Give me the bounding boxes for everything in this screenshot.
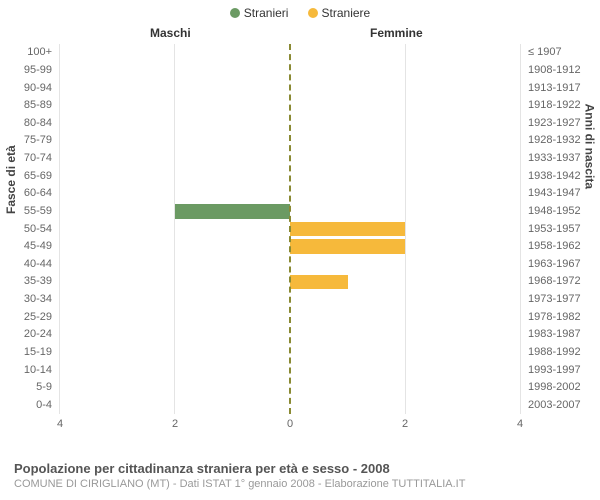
y-right-tick: 1993-1997 xyxy=(524,361,600,379)
x-tick: 2 xyxy=(402,418,408,430)
center-line xyxy=(289,44,291,414)
legend-swatch-male xyxy=(230,8,240,18)
y-right-tick: 2003-2007 xyxy=(524,397,600,415)
y-left-tick: 80-84 xyxy=(0,115,56,133)
y-left-tick: 85-89 xyxy=(0,97,56,115)
y-right-tick: 1948-1952 xyxy=(524,203,600,221)
y-left-tick: 100+ xyxy=(0,44,56,62)
y-right-tick: 1943-1947 xyxy=(524,185,600,203)
y-right-tick: 1983-1987 xyxy=(524,326,600,344)
chart-footer: Popolazione per cittadinanza straniera p… xyxy=(14,461,465,490)
x-tick: 2 xyxy=(172,418,178,430)
legend: Stranieri Straniere xyxy=(0,0,600,26)
y-left-tick: 45-49 xyxy=(0,238,56,256)
y-left-tick: 90-94 xyxy=(0,79,56,97)
x-axis: 4 2 0 2 4 xyxy=(60,418,520,434)
bar-female xyxy=(290,222,405,237)
y-right-tick: 1978-1982 xyxy=(524,308,600,326)
y-right-tick: 1968-1972 xyxy=(524,273,600,291)
y-right-tick: ≤ 1907 xyxy=(524,44,600,62)
x-tick: 4 xyxy=(517,418,523,430)
column-headers: Maschi Femmine xyxy=(0,26,600,44)
y-left-tick: 30-34 xyxy=(0,291,56,309)
y-left-tick: 50-54 xyxy=(0,220,56,238)
y-left-tick: 70-74 xyxy=(0,150,56,168)
legend-label-female: Straniere xyxy=(322,6,371,20)
y-right-tick: 1913-1917 xyxy=(524,79,600,97)
y-right-tick: 1998-2002 xyxy=(524,379,600,397)
y-right-tick: 1958-1962 xyxy=(524,238,600,256)
y-left-tick: 25-29 xyxy=(0,308,56,326)
y-left-tick: 0-4 xyxy=(0,397,56,415)
y-left-tick: 40-44 xyxy=(0,256,56,274)
y-left-tick: 65-69 xyxy=(0,167,56,185)
header-left: Maschi xyxy=(150,26,191,40)
x-tick: 4 xyxy=(57,418,63,430)
y-left-tick: 60-64 xyxy=(0,185,56,203)
y-right-tick: 1973-1977 xyxy=(524,291,600,309)
plot-area xyxy=(60,44,520,414)
y-left-tick: 10-14 xyxy=(0,361,56,379)
y-axis-right: ≤ 19071908-19121913-19171918-19221923-19… xyxy=(524,44,600,414)
bar-female xyxy=(290,275,348,290)
legend-label-male: Stranieri xyxy=(244,6,289,20)
y-left-tick: 5-9 xyxy=(0,379,56,397)
y-right-tick: 1928-1932 xyxy=(524,132,600,150)
y-right-tick: 1938-1942 xyxy=(524,167,600,185)
legend-item-male: Stranieri xyxy=(230,6,289,20)
y-axis-left: 100+95-9990-9485-8980-8475-7970-7465-696… xyxy=(0,44,56,414)
y-right-tick: 1918-1922 xyxy=(524,97,600,115)
bar-male xyxy=(175,204,290,219)
y-right-tick: 1923-1927 xyxy=(524,115,600,133)
legend-swatch-female xyxy=(308,8,318,18)
header-right: Femmine xyxy=(370,26,423,40)
bar-female xyxy=(290,239,405,254)
x-tick: 0 xyxy=(287,418,293,430)
legend-item-female: Straniere xyxy=(308,6,371,20)
footer-title: Popolazione per cittadinanza straniera p… xyxy=(14,461,465,476)
y-left-tick: 20-24 xyxy=(0,326,56,344)
y-left-tick: 15-19 xyxy=(0,344,56,362)
y-left-tick: 75-79 xyxy=(0,132,56,150)
y-right-tick: 1963-1967 xyxy=(524,256,600,274)
y-right-tick: 1988-1992 xyxy=(524,344,600,362)
y-left-tick: 55-59 xyxy=(0,203,56,221)
y-left-tick: 35-39 xyxy=(0,273,56,291)
y-right-tick: 1908-1912 xyxy=(524,62,600,80)
population-pyramid-chart: Fasce di età Anni di nascita 100+95-9990… xyxy=(0,44,600,444)
y-right-tick: 1933-1937 xyxy=(524,150,600,168)
y-right-tick: 1953-1957 xyxy=(524,220,600,238)
footer-subtitle: COMUNE DI CIRIGLIANO (MT) - Dati ISTAT 1… xyxy=(14,478,465,490)
y-left-tick: 95-99 xyxy=(0,62,56,80)
